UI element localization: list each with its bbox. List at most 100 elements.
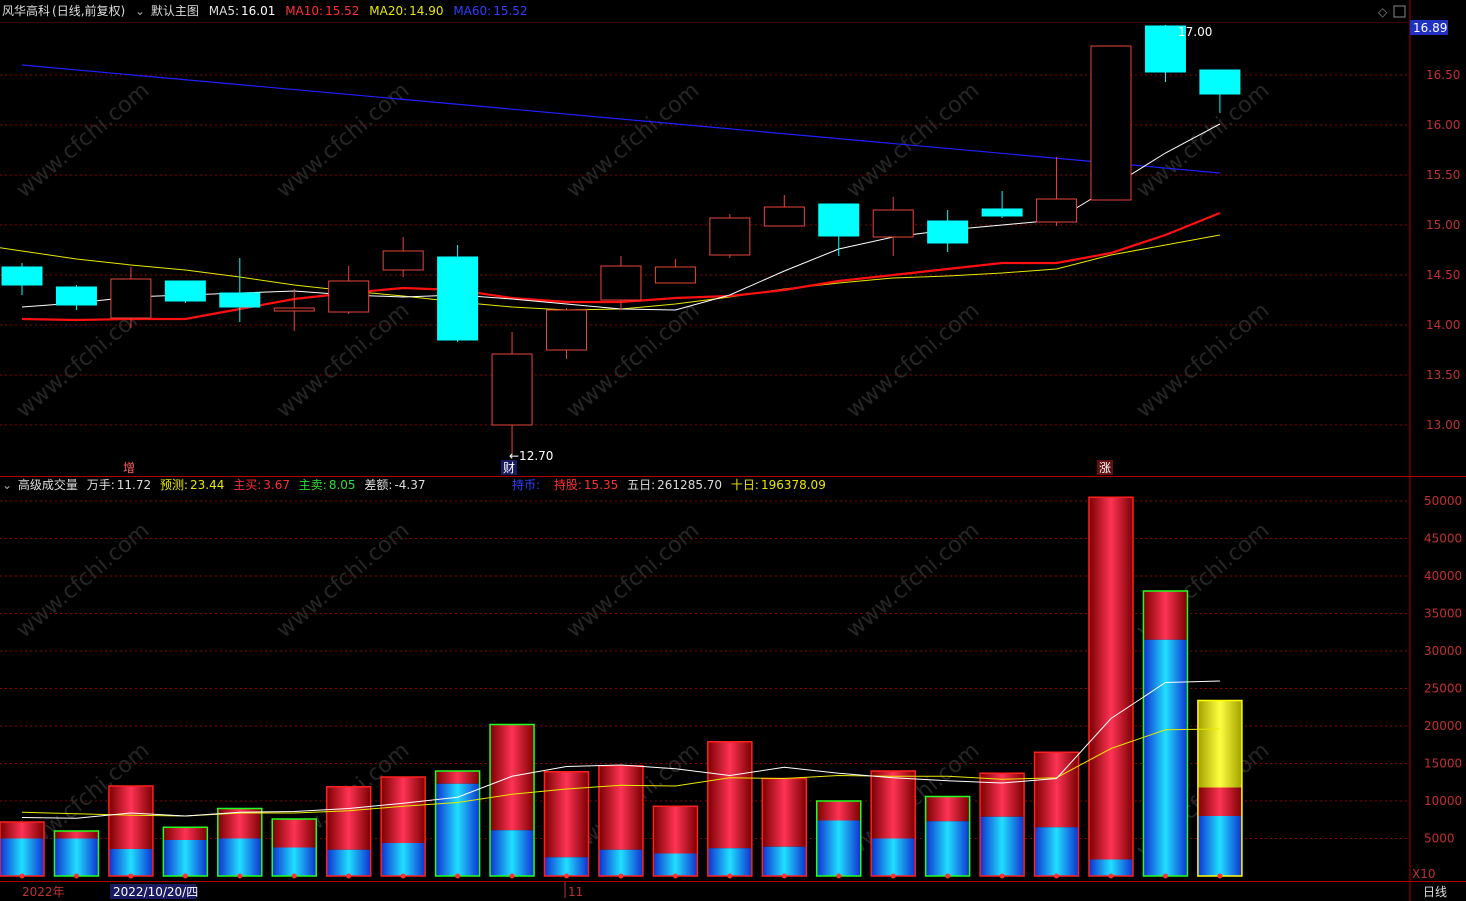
period-button[interactable]: 日线 [1423, 885, 1447, 899]
price-tick-label: 15.00 [1426, 218, 1460, 232]
volume-red-segment [326, 786, 371, 850]
date-cursor-label: 2022/10/20/四 [113, 885, 198, 899]
volume-blue-segment [871, 838, 916, 876]
event-marker-rise[interactable]: 涨 [1099, 460, 1111, 475]
price-header: 风华高科 (日线,前复权) ⌄ 默认主图 MA5: 16.01 MA10: 15.52… [2, 3, 530, 19]
volume-red-segment [272, 819, 317, 848]
volume-marker-dot [781, 873, 787, 879]
ma10-label: MA10: [285, 4, 324, 18]
candle-body [1, 266, 43, 286]
candle-body [382, 250, 424, 271]
price-tick-label: 14.50 [1426, 268, 1460, 282]
volume-marker-dot [128, 873, 134, 879]
volume-red-segment [598, 765, 643, 850]
current-price-value: 16.89 [1413, 21, 1447, 35]
maximize-icon[interactable] [1393, 5, 1406, 18]
volume-axis: 50000 45000 40000 35000 30000 25000 20000 15000… [1424, 494, 1462, 846]
volume-tick-label: 5000 [1424, 832, 1455, 846]
volume-red-segment [707, 741, 752, 849]
volume-blue-segment [326, 849, 371, 876]
date-cursor-bg [110, 884, 196, 899]
unit-value: 11.72 [116, 478, 152, 492]
price-tick-label: 13.00 [1426, 418, 1460, 432]
volume-blue-segment [163, 840, 208, 876]
volume-blue-segment [653, 853, 698, 876]
event-marker-finance-bg [501, 460, 517, 475]
low-price-label: ←12.70 [509, 449, 553, 463]
volume-red-segment [108, 786, 153, 849]
volume-forecast-segment [1197, 700, 1242, 788]
candle-body [981, 208, 1023, 217]
candlestick-series [1, 25, 1241, 455]
price-axis: 16.50 16.00 15.50 15.00 14.50 14.00 13.50 13.00 [1426, 68, 1460, 432]
volume-marker-dot [1162, 873, 1168, 879]
volume-ma-lines [21, 680, 1220, 819]
candle-body [219, 292, 261, 308]
volume-ma5-line [21, 680, 1220, 819]
candle-body [1036, 198, 1078, 223]
watermark-text: www.cfchi.com [842, 298, 984, 423]
candle-body [600, 265, 642, 301]
volume-marker-dot [346, 873, 352, 879]
stock-name[interactable]: 风华高科 [2, 4, 51, 18]
watermark-text: www.cfchi.com [1132, 298, 1274, 423]
watermark-text: www.cfchi.com [12, 78, 154, 203]
watermark-text: www.cfchi.com [1132, 78, 1274, 203]
volume-red-segment [871, 771, 916, 839]
candle-body [546, 309, 587, 351]
volume-blue-segment [0, 838, 44, 876]
volume-blue-segment [598, 849, 643, 876]
volume-marker-dot [19, 873, 25, 879]
watermark-text: www.cfchi.com [272, 78, 414, 203]
main-chart-label[interactable]: 默认主图 [150, 4, 199, 18]
volume-red-segment [490, 724, 535, 831]
candle-body [273, 307, 315, 312]
ten-day-label: 十日: [730, 478, 759, 492]
current-price-tag [1410, 20, 1448, 35]
volume-tick-label: 40000 [1424, 569, 1462, 583]
chevron-down-icon[interactable]: ⌄ [135, 4, 146, 18]
forecast-label: 预测: [159, 478, 189, 492]
price-grid [0, 74, 1410, 426]
ma60-label: MA60: [453, 4, 492, 18]
volume-red-segment [0, 822, 44, 839]
volume-red-segment [1034, 752, 1079, 828]
diamond-icon[interactable]: ◇ [1378, 5, 1388, 19]
event-marker-finance[interactable]: 财 [503, 461, 515, 475]
chevron-down-icon[interactable]: ⌄ [2, 478, 13, 492]
candle-body [1090, 45, 1132, 201]
volume-blue-segment [108, 849, 153, 876]
volume-marker-dot [672, 873, 678, 879]
main-sell-label: 主卖: [298, 478, 327, 492]
volume-red-segment [762, 778, 807, 847]
ma20-value: 14.90 [409, 4, 444, 18]
cost-label: 持币: [512, 478, 541, 492]
event-marker-increase[interactable]: 增 [123, 461, 135, 475]
volume-marker-dot [999, 873, 1005, 879]
price-tick-label: 15.50 [1426, 168, 1460, 182]
volume-red-segment [163, 827, 208, 840]
price-tick-label: 16.00 [1426, 118, 1460, 132]
high-price-label: 17.00 [1178, 25, 1212, 39]
volume-marker-dot [1217, 873, 1223, 879]
volume-marker-dot [890, 873, 896, 879]
volume-blue-segment [217, 838, 262, 876]
volume-red-segment [1089, 497, 1133, 860]
volume-marker-dot [727, 873, 733, 879]
candle-body [164, 280, 206, 302]
volume-marker-dot [73, 873, 79, 879]
candle-body [437, 256, 479, 341]
volume-red-segment [435, 771, 480, 784]
unit-label: 万手: [86, 478, 115, 492]
volume-blue-segment [707, 848, 752, 876]
volume-title[interactable]: 高级成交量 [17, 478, 78, 492]
volume-red-segment [1197, 787, 1242, 816]
watermark-text: www.cfchi.com [842, 518, 984, 643]
volume-marker-dot [182, 873, 188, 879]
volume-marker-dot [836, 873, 842, 879]
volume-marker-dot [455, 873, 461, 879]
volume-blue-segment [1197, 816, 1242, 876]
volume-blue-segment [1089, 859, 1133, 876]
volume-red-segment [381, 777, 426, 843]
